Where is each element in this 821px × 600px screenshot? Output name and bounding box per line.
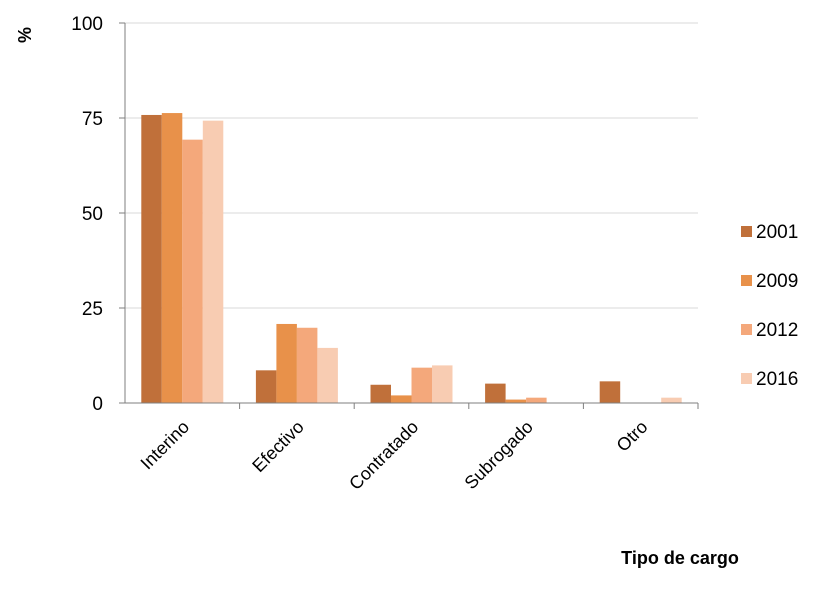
- category-label: Interino: [137, 417, 194, 474]
- bar-2009-subrogado: [505, 399, 527, 403]
- x-axis-label: Tipo de cargo: [621, 548, 739, 568]
- category-label: Contratado: [345, 417, 422, 494]
- bar-2012-interino: [182, 139, 203, 403]
- category-label: Efectivo: [248, 417, 307, 476]
- y-tick-labels: 0 25 50 75 100: [71, 14, 103, 415]
- bar-2016-interino: [202, 120, 224, 403]
- y-tick-label: 0: [92, 394, 103, 415]
- legend-label-2012: 2012: [756, 320, 798, 341]
- bars: [141, 113, 682, 404]
- bar-2009-interino: [161, 113, 183, 403]
- bar-2009-efectivo: [276, 323, 297, 403]
- legend-swatch-2016: [741, 373, 752, 384]
- y-axis-label: %: [15, 27, 35, 43]
- y-tick-label: 100: [71, 14, 103, 35]
- bar-2012-efectivo: [296, 327, 318, 403]
- axes: [119, 22, 699, 409]
- legend-swatch-2009: [741, 275, 752, 286]
- legend: 2001 2009 2012 2016: [741, 222, 798, 390]
- bar-2001-subrogado: [485, 383, 506, 403]
- bar-2001-interino: [141, 114, 162, 404]
- bar-2016-efectivo: [317, 347, 338, 403]
- category-label: Otro: [613, 417, 652, 456]
- bar-2009-contratado: [391, 395, 412, 403]
- bar-2001-contratado: [370, 384, 391, 403]
- bar-2001-otro: [599, 381, 621, 403]
- bar-2012-contratado: [411, 367, 432, 403]
- y-tick-label: 25: [82, 299, 103, 320]
- bar-2016-contratado: [432, 365, 453, 403]
- legend-label-2016: 2016: [756, 369, 798, 390]
- bar-2012-subrogado: [526, 397, 547, 403]
- legend-swatch-2012: [741, 324, 752, 335]
- bar-2016-otro: [661, 397, 682, 403]
- legend-label-2001: 2001: [756, 222, 798, 243]
- y-tick-label: 50: [82, 204, 103, 225]
- legend-swatch-2001: [741, 226, 752, 237]
- bar-2001-efectivo: [255, 370, 277, 403]
- category-label: Subrogado: [461, 417, 537, 493]
- y-tick-label: 75: [82, 109, 103, 130]
- legend-label-2009: 2009: [756, 271, 798, 292]
- category-labels: Interino Efectivo Contratado Subrogado Otro: [137, 417, 652, 494]
